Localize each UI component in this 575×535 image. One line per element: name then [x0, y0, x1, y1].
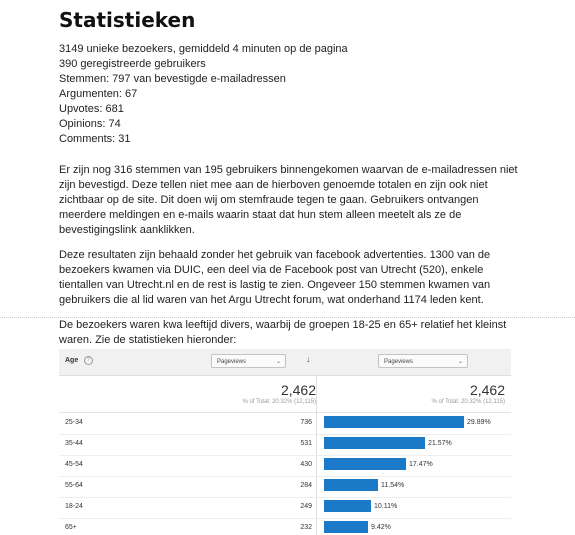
row-percent-bar	[324, 500, 371, 512]
age-statistics-table: Age ? Pageviews ⌄ ↓ Pageviews ⌄ 2,462 % …	[59, 349, 511, 535]
row-percent: 10.11%	[374, 503, 398, 510]
row-percent: 29.89%	[467, 419, 491, 426]
stat-arguments: Argumenten: 67	[59, 88, 138, 100]
info-icon[interactable]: ?	[84, 356, 93, 365]
table-row: 18-24 249 10.11%	[59, 497, 511, 519]
row-age[interactable]: 25-34	[65, 419, 83, 426]
row-percent: 17.47%	[409, 461, 433, 468]
row-percent-bar	[324, 479, 378, 491]
row-percent-bar	[324, 416, 464, 428]
row-pageviews: 232	[300, 524, 312, 531]
row-percent-bar	[324, 458, 406, 470]
chevron-down-icon: ⌄	[457, 359, 463, 365]
row-age[interactable]: 45-54	[65, 461, 83, 468]
sort-arrow-icon[interactable]: ↓	[306, 354, 311, 364]
row-age[interactable]: 55-64	[65, 482, 83, 489]
stat-upvotes: Upvotes: 681	[59, 103, 124, 115]
row-percent-bar	[324, 521, 368, 533]
stat-opinions: Opinions: 74	[59, 118, 121, 130]
metric-select-1[interactable]: Pageviews ⌄	[211, 354, 286, 368]
row-pageviews: 430	[300, 461, 312, 468]
table-row: 25-34 736 29.89%	[59, 413, 511, 435]
metric-select-1-label: Pageviews	[217, 359, 247, 365]
stat-votes: Stemmen: 797 van bevestigde e-mailadress…	[59, 73, 286, 85]
page-title: Statistieken	[59, 8, 196, 32]
paragraph-unconfirmed-votes: Er zijn nog 316 stemmen van 195 gebruike…	[59, 164, 518, 236]
row-age[interactable]: 65+	[65, 524, 77, 531]
paragraph-age-intro: De bezoekers waren kwa leeftijd divers, …	[59, 319, 507, 346]
total-pageviews-1: 2,462	[280, 382, 316, 398]
table-row: 65+ 232 9.42%	[59, 518, 511, 535]
dotted-divider	[0, 317, 575, 318]
row-percent: 9.42%	[371, 524, 391, 531]
stat-comments: Comments: 31	[59, 133, 131, 145]
row-percent: 11.54%	[381, 482, 405, 489]
chevron-down-icon: ⌄	[275, 359, 281, 365]
metric-select-2-label: Pageviews	[384, 359, 414, 365]
row-pageviews: 736	[300, 419, 312, 426]
metric-select-2[interactable]: Pageviews ⌄	[378, 354, 468, 368]
row-age[interactable]: 18-24	[65, 503, 83, 510]
row-pageviews: 249	[300, 503, 312, 510]
stat-registered-users: 390 geregistreerde gebruikers	[59, 58, 206, 70]
row-percent: 21.57%	[428, 440, 452, 447]
row-age[interactable]: 35-44	[65, 440, 83, 447]
row-pageviews: 284	[300, 482, 312, 489]
table-row: 45-54 430 17.47%	[59, 455, 511, 477]
stats-list: 3149 unieke bezoekers, gemiddeld 4 minut…	[59, 42, 348, 147]
total-percent-2: % of Total: 20.32% (12,115)	[431, 399, 506, 405]
table-row: 35-44 531 21.57%	[59, 434, 511, 456]
total-pageviews-2: 2,462	[469, 382, 505, 398]
paragraph-traffic-sources: Deze resultaten zijn behaald zonder het …	[59, 249, 491, 306]
dimension-label: Age	[65, 357, 79, 364]
total-percent-1: % of Total: 20.32% (12,115)	[242, 399, 317, 405]
row-pageviews: 531	[300, 440, 312, 447]
row-percent-bar	[324, 437, 425, 449]
totals-row	[59, 376, 511, 413]
table-header: Age ? Pageviews ⌄ ↓ Pageviews ⌄	[59, 349, 511, 376]
table-row: 55-64 284 11.54%	[59, 476, 511, 498]
stat-visitors: 3149 unieke bezoekers, gemiddeld 4 minut…	[59, 43, 348, 55]
